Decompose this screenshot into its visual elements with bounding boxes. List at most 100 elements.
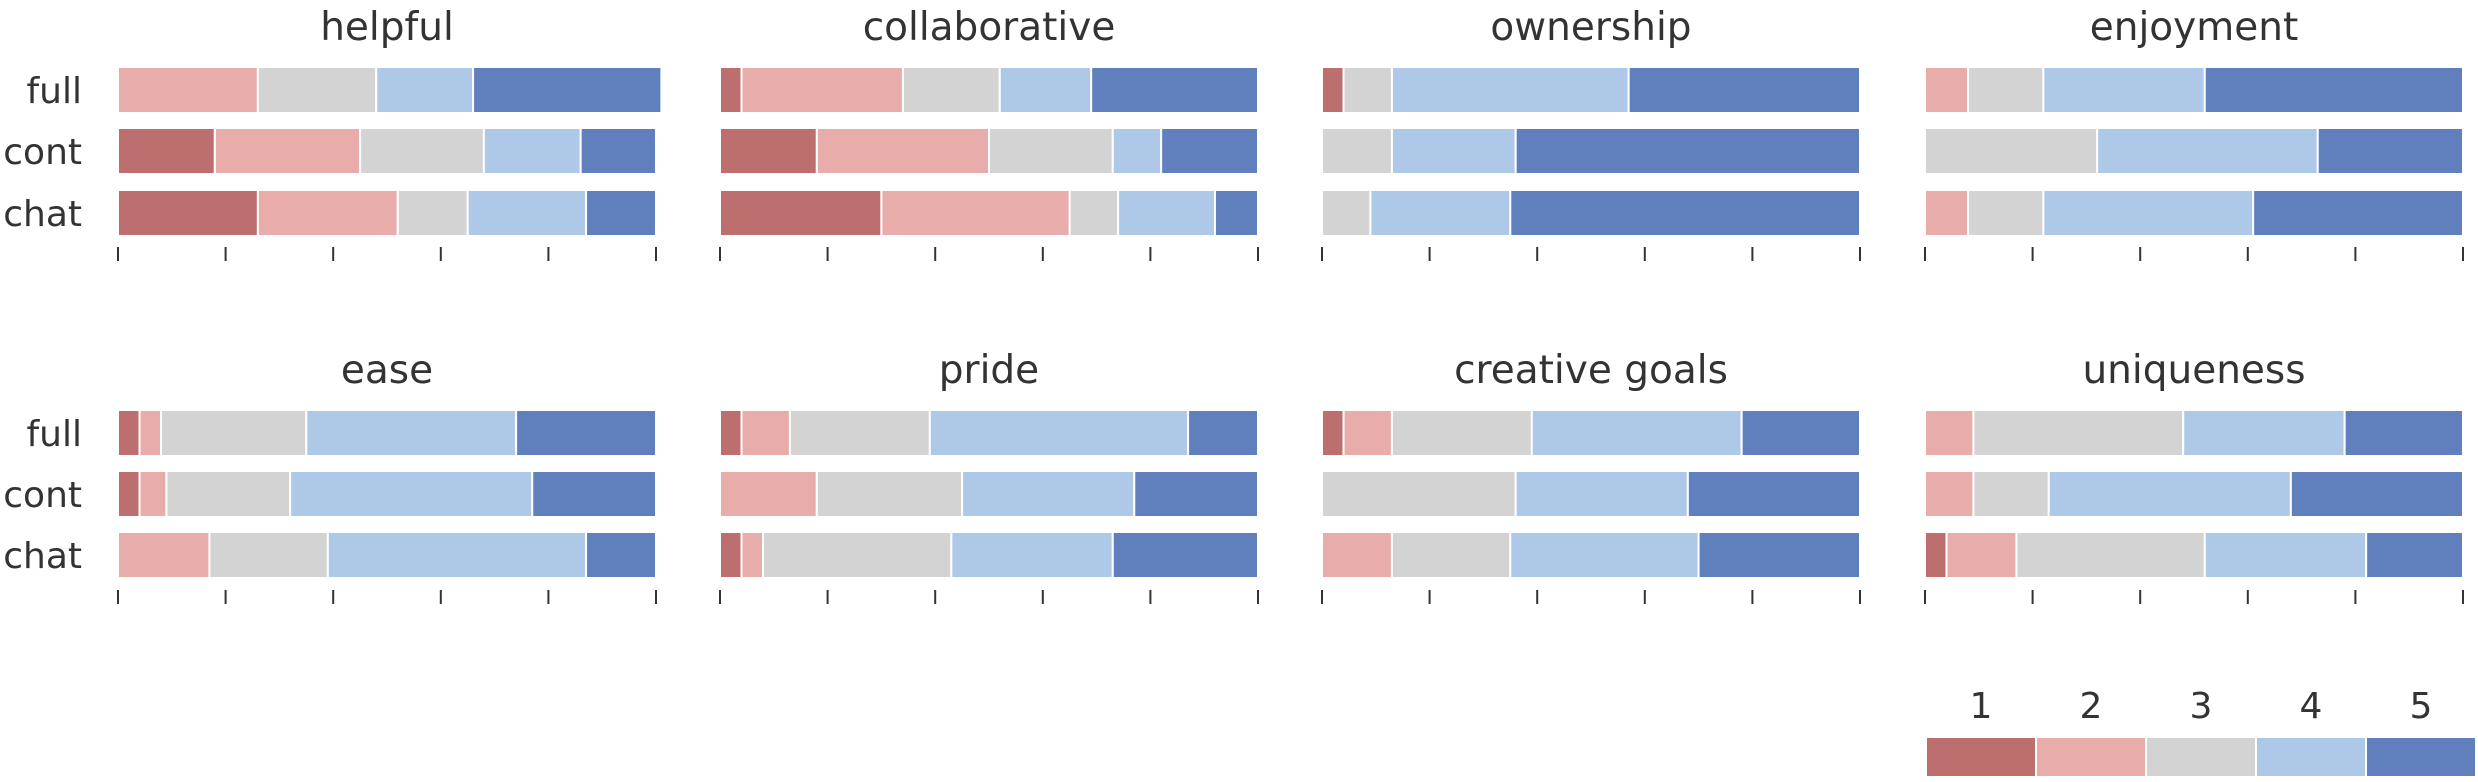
condition-label-full: full [27, 414, 83, 455]
bar-creative-goals-chat-level-2 [1321, 531, 1393, 579]
bar-ease-full-level-3 [160, 409, 308, 457]
bar-pride-full-level-4 [928, 409, 1190, 457]
bar-uniqueness-chat-level-4 [2203, 531, 2368, 579]
panel-title-helpful: helpful [320, 5, 454, 50]
bar-uniqueness-cont-level-4 [2047, 470, 2292, 518]
bar-pride-full-level-3 [788, 409, 931, 457]
bar-enjoyment-chat-level-5 [2252, 189, 2464, 237]
bar-helpful-chat-level-1 [117, 189, 259, 237]
condition-label-full: full [27, 71, 83, 112]
bar-helpful-full-level-4 [375, 66, 475, 114]
bar-helpful-cont-level-5 [579, 127, 657, 175]
condition-label-cont: cont [3, 132, 82, 173]
bar-collaborative-chat-level-2 [880, 189, 1071, 237]
bar-ease-chat-level-2 [117, 531, 211, 579]
bar-uniqueness-chat-level-5 [2365, 531, 2464, 579]
bar-ease-full-level-2 [138, 409, 163, 457]
bar-pride-chat-level-3 [762, 531, 953, 579]
bar-ease-cont-level-1 [117, 470, 141, 518]
bar-ease-cont-level-5 [531, 470, 658, 518]
panel-title-collaborative: collaborative [863, 5, 1116, 50]
bar-ease-cont-level-4 [289, 470, 534, 518]
bar-ease-full-level-4 [305, 409, 518, 457]
bar-pride-cont-level-5 [1133, 470, 1260, 518]
bar-helpful-cont-level-2 [213, 127, 362, 175]
bar-ownership-full-level-3 [1342, 66, 1393, 114]
bar-enjoyment-full-level-3 [1967, 66, 2045, 114]
bar-ownership-chat-level-4 [1369, 189, 1512, 237]
panel-title-ease: ease [341, 348, 433, 393]
bar-ownership-full-level-5 [1627, 66, 1862, 114]
legend-label-5: 5 [2410, 686, 2433, 727]
panel-title-creative-goals: creative goals [1454, 348, 1728, 393]
bar-collaborative-chat-level-3 [1068, 189, 1120, 237]
bar-pride-chat-level-1 [719, 531, 743, 579]
bar-pride-cont-level-3 [815, 470, 964, 518]
bar-pride-cont-level-4 [961, 470, 1136, 518]
bar-creative-goals-full-level-4 [1530, 409, 1743, 457]
bar-helpful-chat-level-2 [256, 189, 399, 237]
bar-creative-goals-chat-level-5 [1697, 531, 1861, 579]
bar-uniqueness-full-level-5 [2343, 409, 2464, 457]
bar-uniqueness-chat-level-3 [2015, 531, 2206, 579]
panel-title-ownership: ownership [1490, 5, 1691, 50]
bar-creative-goals-cont-level-3 [1321, 470, 1517, 518]
bar-collaborative-chat-level-5 [1213, 189, 1259, 237]
legend-swatch-1 [1927, 738, 2035, 776]
bar-ownership-full-level-1 [1321, 66, 1345, 114]
bar-ease-chat-level-4 [326, 531, 588, 579]
bar-collaborative-chat-level-1 [719, 189, 883, 237]
bar-creative-goals-full-level-5 [1740, 409, 1862, 457]
bar-collaborative-full-level-1 [719, 66, 743, 114]
bar-creative-goals-full-level-2 [1342, 409, 1393, 457]
legend-label-3: 3 [2190, 686, 2213, 727]
bar-collaborative-cont-level-5 [1160, 127, 1260, 175]
bar-uniqueness-cont-level-2 [1924, 470, 1975, 518]
bar-enjoyment-cont-level-3 [1924, 127, 2099, 175]
condition-label-cont: cont [3, 475, 82, 516]
bar-enjoyment-full-level-5 [2203, 66, 2464, 114]
bar-collaborative-cont-level-1 [719, 127, 818, 175]
bar-enjoyment-chat-level-4 [2042, 189, 2255, 237]
bar-uniqueness-cont-level-5 [2289, 470, 2465, 518]
bar-collaborative-full-level-5 [1090, 66, 1259, 114]
bar-collaborative-full-level-4 [998, 66, 1093, 114]
bar-uniqueness-full-level-3 [1972, 409, 2185, 457]
bar-helpful-cont-level-3 [359, 127, 485, 175]
bar-helpful-full-level-3 [256, 66, 378, 114]
bar-ease-chat-level-3 [208, 531, 329, 579]
legend-swatch-2 [2037, 738, 2145, 776]
bar-creative-goals-full-level-3 [1390, 409, 1533, 457]
legend-label-2: 2 [2080, 686, 2103, 727]
condition-label-chat: chat [3, 194, 82, 235]
bar-pride-chat-level-4 [950, 531, 1114, 579]
bar-uniqueness-chat-level-2 [1945, 531, 2018, 579]
bar-ease-full-level-1 [117, 409, 141, 457]
bar-collaborative-cont-level-2 [815, 127, 991, 175]
bar-creative-goals-cont-level-5 [1686, 470, 1861, 518]
bar-ease-cont-level-3 [165, 470, 292, 518]
bar-collaborative-full-level-2 [740, 66, 904, 114]
bar-creative-goals-chat-level-4 [1509, 531, 1700, 579]
bar-enjoyment-full-level-2 [1924, 66, 1970, 114]
legend-swatch-4 [2257, 738, 2365, 776]
bar-collaborative-cont-level-4 [1111, 127, 1163, 175]
condition-label-chat: chat [3, 536, 82, 577]
bar-pride-full-level-2 [740, 409, 791, 457]
bar-collaborative-full-level-3 [901, 66, 1001, 114]
bar-helpful-full-level-5 [472, 66, 663, 114]
bar-enjoyment-full-level-4 [2042, 66, 2206, 114]
bar-uniqueness-chat-level-1 [1924, 531, 1948, 579]
bar-creative-goals-full-level-1 [1321, 409, 1345, 457]
bar-pride-full-level-1 [719, 409, 743, 457]
bar-pride-full-level-5 [1187, 409, 1260, 457]
legend-label-1: 1 [1970, 686, 1993, 727]
bar-helpful-cont-level-1 [117, 127, 216, 175]
legend-swatch-3 [2147, 738, 2255, 776]
bar-ease-full-level-5 [515, 409, 657, 457]
bar-helpful-full-level-2 [117, 66, 259, 114]
bar-enjoyment-cont-level-5 [2316, 127, 2464, 175]
bar-helpful-chat-level-4 [466, 189, 588, 237]
bar-collaborative-chat-level-4 [1117, 189, 1216, 237]
